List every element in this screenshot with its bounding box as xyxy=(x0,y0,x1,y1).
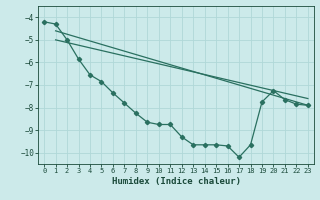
X-axis label: Humidex (Indice chaleur): Humidex (Indice chaleur) xyxy=(111,177,241,186)
